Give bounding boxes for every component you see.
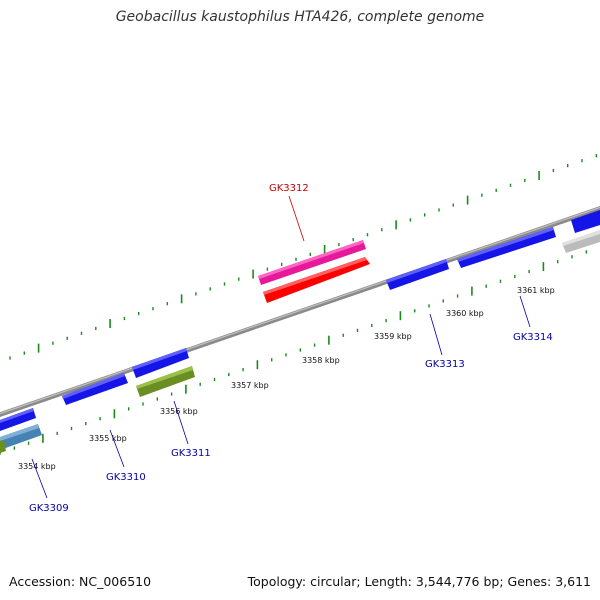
genome-summary-text: Topology: circular; Length: 3,544,776 bp… xyxy=(247,574,591,589)
gene-label-GK3312[interactable]: GK3312 xyxy=(269,183,309,194)
leader-GK3313 xyxy=(429,313,443,356)
gene-GK3311-upper[interactable] xyxy=(132,348,189,378)
scale-label-3360: 3360 kbp xyxy=(446,309,484,318)
gene-GK3313[interactable] xyxy=(386,259,449,290)
gene-label-GK3310[interactable]: GK3310 xyxy=(106,472,146,483)
scale-label-3356: 3356 kbp xyxy=(160,407,198,416)
gene-label-GK3309[interactable]: GK3309 xyxy=(29,503,69,514)
gene-highlight-GK3312[interactable] xyxy=(258,240,366,285)
scale-label-3361: 3361 kbp xyxy=(517,286,555,295)
accession-text: Accession: NC_006510 xyxy=(9,574,152,589)
genome-backbone xyxy=(0,206,600,417)
scale-label-3358: 3358 kbp xyxy=(302,356,340,365)
scale-label-3359: 3359 kbp xyxy=(374,332,412,341)
gene-cds-GK3312[interactable] xyxy=(263,257,370,303)
leader-GK3310 xyxy=(109,429,125,468)
gene-GK3310[interactable] xyxy=(62,373,128,405)
leader-GK3314 xyxy=(519,295,531,328)
gene-forward-right-edge[interactable] xyxy=(571,210,600,233)
scale-label-3355: 3355 kbp xyxy=(89,434,127,443)
leader-GK3312 xyxy=(288,195,305,242)
leader-GK3309 xyxy=(31,458,48,499)
gene-GK3309-upper[interactable] xyxy=(0,408,36,431)
leader-GK3311 xyxy=(173,400,189,445)
inner-tick-ring xyxy=(0,250,587,455)
genome-backbone-highlight xyxy=(0,206,600,415)
gene-GK3309-pseudo[interactable] xyxy=(0,424,42,453)
gene-GK3311-rna[interactable] xyxy=(136,366,195,397)
gene-label-GK3311[interactable]: GK3311 xyxy=(171,448,211,459)
outer-tick-ring xyxy=(9,154,597,360)
scale-label-3357: 3357 kbp xyxy=(231,381,269,390)
map-title: Geobacillus kaustophilus HTA426, complet… xyxy=(115,9,485,25)
scale-label-3354: 3354 kbp xyxy=(18,462,56,471)
gene-GK3314[interactable] xyxy=(457,227,556,268)
gene-grey-right[interactable] xyxy=(562,230,600,253)
gene-label-GK3314[interactable]: GK3314 xyxy=(513,332,553,343)
gene-label-GK3313[interactable]: GK3313 xyxy=(425,359,465,370)
